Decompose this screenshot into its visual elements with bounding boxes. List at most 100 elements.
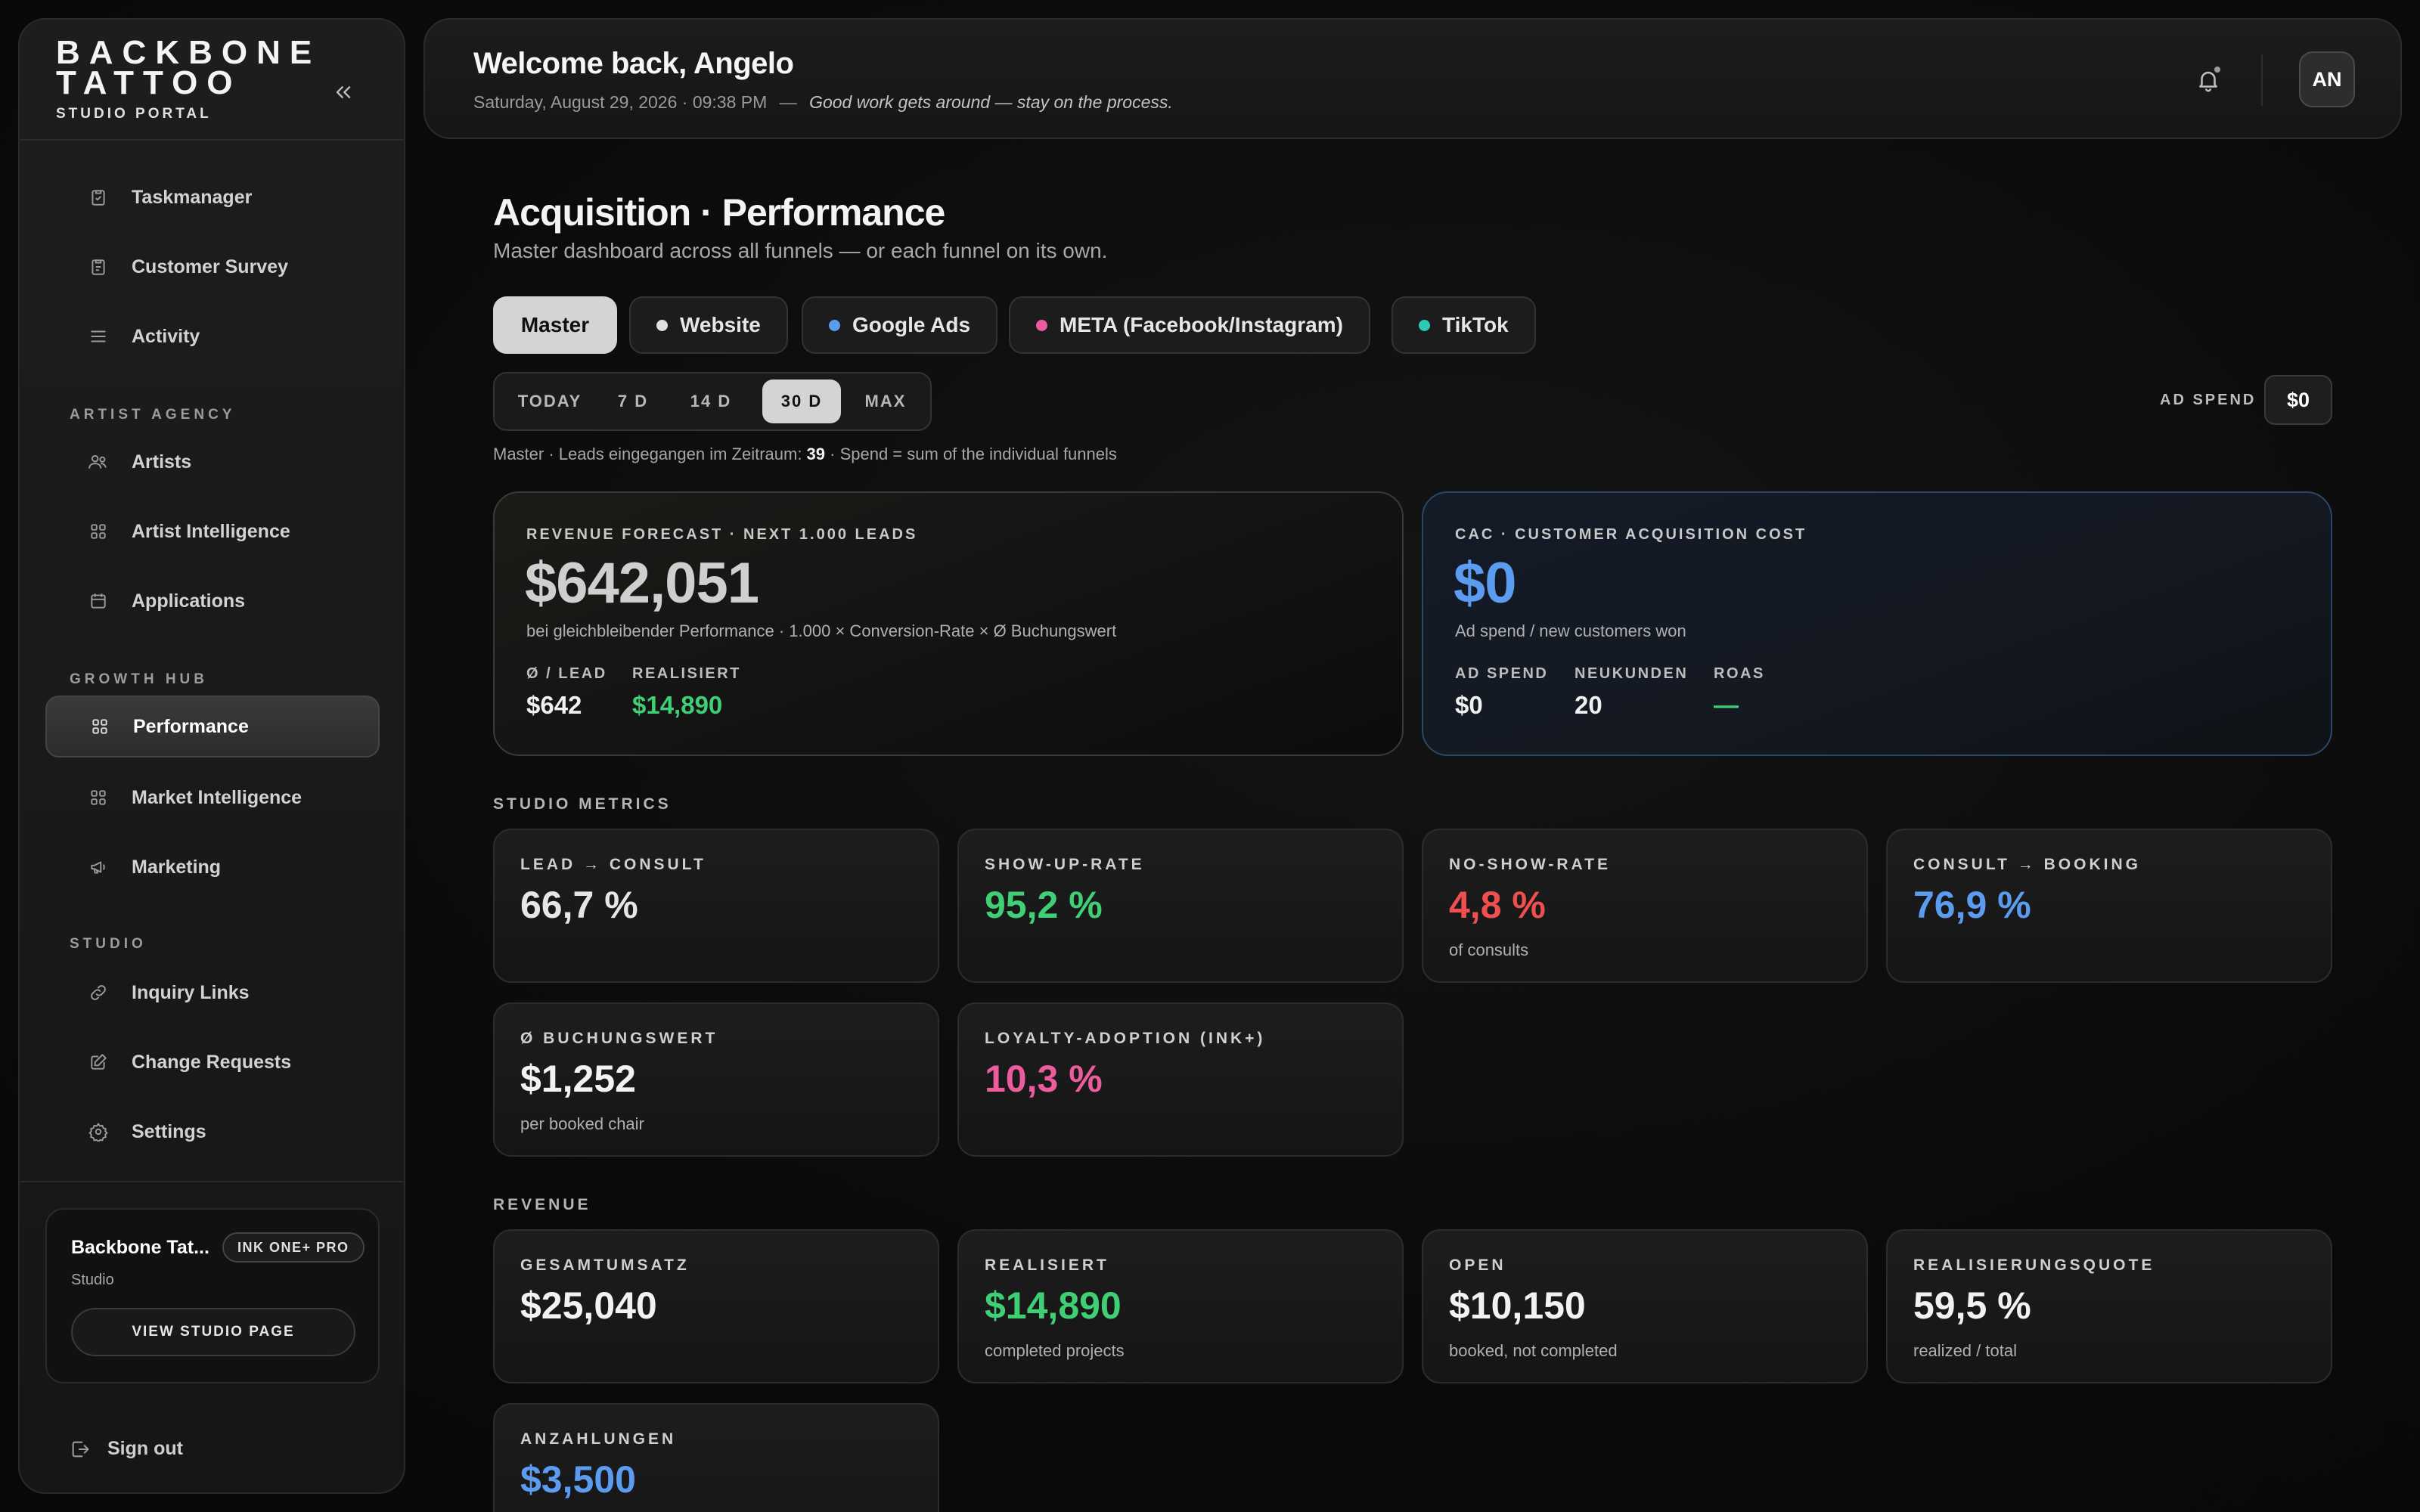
sidebar-item-market-intelligence[interactable]: Market Intelligence: [45, 767, 380, 829]
sidebar-item-artists[interactable]: Artists: [45, 431, 380, 493]
leads-note-prefix: Master · Leads eingegangen im Zeitraum:: [493, 445, 807, 463]
section-label-studio: STUDIO: [70, 936, 147, 952]
cac-note: Ad spend / new customers won: [1455, 621, 1686, 640]
ad-spend-input[interactable]: $0: [2264, 375, 2332, 425]
roas-value: —: [1714, 691, 1739, 719]
metric-value: $25,040: [520, 1284, 657, 1327]
metric-label: GESAMTUMSATZ: [520, 1256, 690, 1274]
metric-label: SHOW-UP-RATE: [985, 856, 1145, 873]
metric-value: 59,5 %: [1913, 1284, 2031, 1327]
link-icon: [86, 981, 110, 1005]
sidebar-item-label: Inquiry Links: [132, 981, 250, 1003]
card-label: CAC · CUSTOMER ACQUISITION COST: [1455, 526, 1807, 543]
ad-spend-label: AD SPEND: [2160, 392, 2257, 408]
sidebar-item-applications[interactable]: Applications: [45, 570, 380, 632]
view-studio-page-button[interactable]: VIEW STUDIO PAGE: [71, 1308, 355, 1356]
studio-card: Backbone Tat... INK ONE+ PRO Studio VIEW…: [45, 1208, 380, 1383]
brand-line-1: BACKBONE: [56, 34, 321, 71]
metric-card: REALISIERUNGSQUOTE 59,5 % realized / total: [1886, 1229, 2332, 1383]
website-dot-icon: [656, 319, 668, 331]
metric-label: REALISIERT: [985, 1256, 1109, 1274]
metric-note: booked, not completed: [1449, 1341, 1618, 1360]
google-ads-dot-icon: [829, 319, 840, 331]
metric-card: CONSULT → BOOKING 76,9 %: [1886, 829, 2332, 983]
tab-master[interactable]: Master: [493, 296, 617, 354]
metric-card: SHOW-UP-RATE 95,2 %: [957, 829, 1404, 983]
metric-card: ANZAHLUNGEN $3,500: [493, 1403, 939, 1512]
metric-card: OPEN $10,150 booked, not completed: [1422, 1229, 1868, 1383]
sidebar-item-activity[interactable]: Activity: [45, 305, 380, 367]
range-14d-button[interactable]: 14 D: [690, 392, 732, 411]
user-avatar[interactable]: AN: [2299, 51, 2355, 107]
sign-out-button[interactable]: Sign out: [70, 1438, 183, 1460]
realized-value: $14,890: [632, 691, 723, 719]
section-label-artist-agency: ARTIST AGENCY: [70, 407, 236, 423]
sign-out-label: Sign out: [107, 1438, 183, 1459]
leads-note-suffix: · Spend = sum of the individual funnels: [825, 445, 1117, 463]
collapse-sidebar-button[interactable]: [325, 74, 361, 110]
sidebar-item-customer-survey[interactable]: Customer Survey: [45, 236, 380, 298]
ad-spend-sub-label: AD SPEND: [1455, 665, 1549, 682]
per-lead-value: $642: [526, 691, 582, 719]
range-7d-button[interactable]: 7 D: [617, 392, 649, 411]
per-lead-label: Ø / LEAD: [526, 665, 607, 682]
tab-meta[interactable]: META (Facebook/Instagram): [1009, 296, 1370, 354]
sidebar-item-taskmanager[interactable]: Taskmanager: [45, 166, 380, 228]
sidebar: BACKBONE TATTOO STUDIO PORTAL Taskmanage…: [18, 18, 405, 1494]
edit-icon: [86, 1050, 110, 1074]
sidebar-item-label: Performance: [133, 715, 249, 737]
leads-note: Master · Leads eingegangen im Zeitraum: …: [493, 445, 1117, 464]
sidebar-item-label: Settings: [132, 1120, 206, 1142]
sidebar-item-change-requests[interactable]: Change Requests: [45, 1031, 380, 1093]
metric-card: REALISIERT $14,890 completed projects: [957, 1229, 1404, 1383]
sidebar-item-settings[interactable]: Settings: [45, 1101, 380, 1163]
metric-card: Ø BUCHUNGSWERT $1,252 per booked chair: [493, 1002, 939, 1157]
sidebar-item-label: Market Intelligence: [132, 786, 302, 808]
sidebar-item-label: Customer Survey: [132, 256, 289, 277]
sidebar-item-label: Applications: [132, 590, 246, 612]
metric-note: of consults: [1449, 940, 1529, 959]
card-label: REVENUE FORECAST · NEXT 1.000 LEADS: [526, 526, 918, 543]
metric-value: $14,890: [985, 1284, 1122, 1327]
section-label-revenue: REVENUE: [493, 1196, 591, 1213]
tab-label: Website: [680, 313, 761, 336]
tab-tiktok[interactable]: TikTok: [1392, 296, 1536, 354]
clipboard-icon: [86, 185, 110, 209]
welcome-title: Welcome back, Angelo: [473, 47, 794, 80]
grid-icon: [86, 519, 110, 544]
motivation-quote: Good work gets around — stay on the proc…: [809, 92, 1173, 112]
page-title: Acquisition · Performance: [493, 191, 945, 234]
forecast-note: bei gleichbleibender Performance · 1.000…: [526, 621, 1117, 640]
range-30d-button[interactable]: 30 D: [762, 380, 841, 423]
sidebar-item-performance[interactable]: Performance: [45, 696, 380, 758]
page-subtitle: Master dashboard across all funnels — or…: [493, 239, 1108, 262]
header-subline: Saturday, August 29, 2026 · 09:38 PM — G…: [473, 92, 1173, 113]
plan-badge: INK ONE+ PRO: [222, 1232, 365, 1263]
section-label-studio-metrics: STUDIO METRICS: [493, 795, 672, 813]
tab-google-ads[interactable]: Google Ads: [802, 296, 998, 354]
metric-label: OPEN: [1449, 1256, 1506, 1274]
brand-subtitle: STUDIO PORTAL: [56, 106, 212, 122]
tab-website[interactable]: Website: [629, 296, 788, 354]
sign-out-icon: [70, 1439, 91, 1460]
metric-label: CONSULT → BOOKING: [1913, 856, 2141, 873]
sidebar-item-marketing[interactable]: Marketing: [45, 836, 380, 898]
new-customers-value: 20: [1575, 691, 1602, 719]
sidebar-item-inquiry-links[interactable]: Inquiry Links: [45, 962, 380, 1024]
metric-card: GESAMTUMSATZ $25,040: [493, 1229, 939, 1383]
range-max-button[interactable]: MAX: [864, 392, 907, 411]
top-header: Welcome back, Angelo Saturday, August 29…: [424, 18, 2402, 139]
notifications-button[interactable]: [2190, 62, 2226, 98]
sidebar-divider: [20, 139, 404, 141]
tab-label: META (Facebook/Instagram): [1060, 313, 1343, 336]
sidebar-item-artist-intelligence[interactable]: Artist Intelligence: [45, 500, 380, 562]
section-label-growth-hub: GROWTH HUB: [70, 671, 208, 687]
studio-name: Backbone Tat...: [71, 1237, 209, 1258]
brand-logo[interactable]: BACKBONE TATTOO STUDIO PORTAL: [56, 34, 321, 122]
ad-spend-sub-value: $0: [1455, 691, 1483, 719]
studio-type: Studio: [71, 1272, 114, 1288]
range-today-button[interactable]: TODAY: [517, 392, 582, 411]
cac-value: $0: [1454, 551, 1517, 615]
metric-card: LOYALTY-ADOPTION (INK+) 10,3 %: [957, 1002, 1404, 1157]
sidebar-item-label: Taskmanager: [132, 186, 253, 208]
